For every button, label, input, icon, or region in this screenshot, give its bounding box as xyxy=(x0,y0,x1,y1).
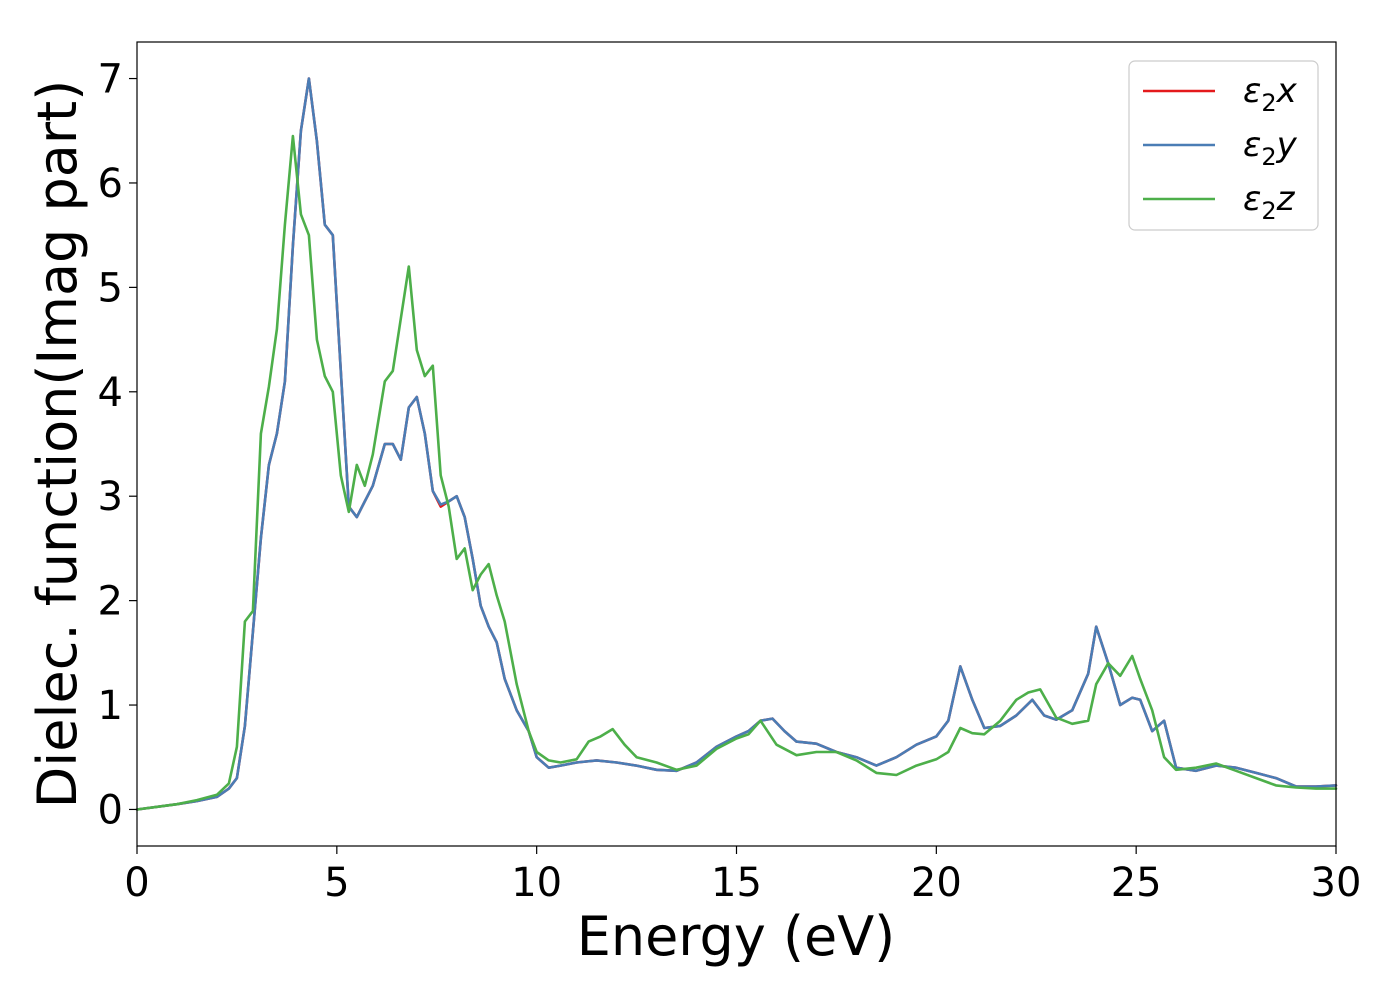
y-tick-label: 6 xyxy=(98,161,123,207)
legend-label-y: ε2y xyxy=(1243,125,1298,171)
y-tick-label: 4 xyxy=(98,370,123,416)
x-tick-label: 30 xyxy=(1311,860,1362,906)
y-tick-label: 5 xyxy=(98,265,123,311)
series-line-y xyxy=(135,77,1338,811)
x-tick-label: 20 xyxy=(911,860,962,906)
series-line-z xyxy=(135,134,1338,811)
y-tick-label: 2 xyxy=(98,579,123,625)
legend-label-x: ε2x xyxy=(1243,71,1298,117)
legend-label-z: ε2z xyxy=(1243,179,1296,225)
x-tick-label: 15 xyxy=(711,860,762,906)
x-axis-title: Energy (eV) xyxy=(577,905,896,968)
y-tick-label: 7 xyxy=(98,57,123,103)
legend: ε2x ε2y ε2z xyxy=(1128,60,1319,231)
x-axis: 0 5 10 15 20 25 30 xyxy=(124,846,1361,906)
x-tick-label: 5 xyxy=(324,860,349,906)
y-axis: 0 1 2 3 4 5 6 7 xyxy=(98,57,137,833)
x-tick-label: 0 xyxy=(124,860,149,906)
y-axis-title: Dielec. function(Imag part) xyxy=(26,80,89,809)
x-tick-label: 25 xyxy=(1111,860,1162,906)
y-tick-label: 1 xyxy=(98,683,123,729)
series-layer xyxy=(135,77,1338,811)
y-tick-label: 3 xyxy=(98,474,123,520)
x-tick-label: 10 xyxy=(511,860,562,906)
y-tick-label: 0 xyxy=(98,787,123,833)
legend-box xyxy=(1128,60,1319,231)
